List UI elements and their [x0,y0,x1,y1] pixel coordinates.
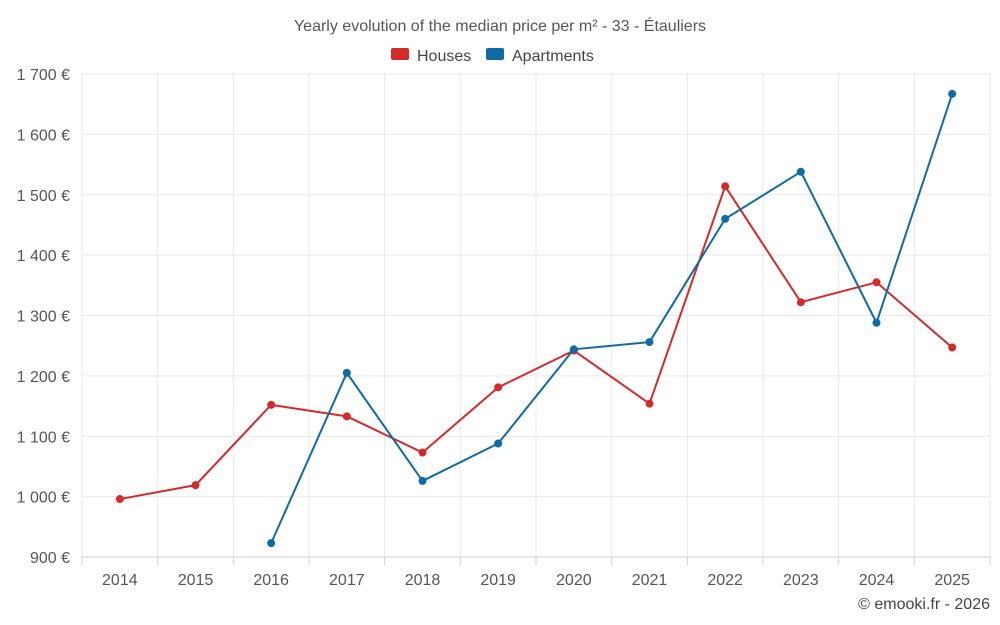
data-point-houses[interactable] [948,343,957,352]
data-point-apartments[interactable] [645,338,654,347]
x-tick-label: 2021 [632,572,668,589]
legend-label-apartments[interactable]: Apartments [512,48,594,65]
data-point-houses[interactable] [342,412,351,421]
legend-swatch-apartments [486,48,504,60]
data-point-apartments[interactable] [342,368,351,377]
credit-label: © emooki.fr - 2026 [858,596,990,613]
x-tick-label: 2018 [405,572,441,589]
grid [81,73,991,557]
data-point-houses[interactable] [191,481,200,490]
data-point-houses[interactable] [267,400,276,409]
data-point-houses[interactable] [418,448,427,457]
y-axis-ticks: 900 € 1 000 € 1 100 € 1 200 € 1 300 € 1 400 €… [17,67,70,567]
data-point-apartments[interactable] [569,345,578,354]
x-tick-label: 2022 [707,572,743,589]
y-tick-label: 900 € [30,550,70,567]
chart-title: Yearly evolution of the median price per… [294,16,706,35]
data-point-houses[interactable] [796,298,805,307]
y-tick-label: 1 000 € [17,490,70,507]
series-line-apartments [270,93,954,544]
x-tick-label: 2019 [480,572,516,589]
data-point-houses[interactable] [115,495,124,504]
data-point-apartments[interactable] [721,214,730,223]
y-tick-label: 1 100 € [17,429,70,446]
data-point-apartments[interactable] [872,318,881,327]
x-tick-label: 2024 [859,572,895,589]
y-tick-label: 1 500 € [17,188,70,205]
series [115,89,957,548]
data-point-apartments[interactable] [418,476,427,485]
axes [81,556,991,565]
x-tick-label: 2014 [102,572,138,589]
x-tick-label: 2017 [329,572,365,589]
legend-label-houses[interactable]: Houses [417,48,471,65]
x-tick-label: 2016 [253,572,289,589]
y-tick-label: 1 400 € [17,248,70,265]
data-point-apartments[interactable] [948,89,957,98]
data-point-apartments[interactable] [267,539,276,548]
y-tick-label: 1 700 € [17,67,70,84]
x-tick-label: 2020 [556,572,592,589]
y-tick-label: 1 200 € [17,369,70,386]
data-point-apartments[interactable] [494,439,503,448]
legend[interactable]: Houses Apartments [391,48,594,65]
y-tick-label: 1 300 € [17,309,70,326]
x-axis-ticks: 2014 2015 2016 2017 2018 2019 2020 2021 2022 2023… [102,572,970,589]
y-tick-label: 1 600 € [17,127,70,144]
x-tick-label: 2023 [783,572,819,589]
series-line-houses [119,185,953,501]
legend-swatch-houses [391,48,409,60]
x-tick-label: 2025 [934,572,970,589]
data-point-houses[interactable] [721,182,730,191]
data-point-apartments[interactable] [796,167,805,176]
data-point-houses[interactable] [645,399,654,408]
x-tick-label: 2015 [178,572,214,589]
data-point-houses[interactable] [494,383,503,392]
series-apartments [267,89,957,548]
data-point-houses[interactable] [872,278,881,287]
